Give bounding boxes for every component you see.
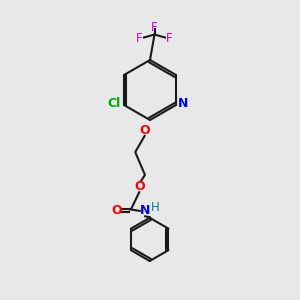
Text: F: F (166, 32, 173, 46)
Text: H: H (151, 201, 160, 214)
Text: F: F (136, 32, 143, 46)
Text: O: O (111, 204, 122, 218)
Text: F: F (151, 21, 158, 34)
Text: N: N (140, 204, 150, 218)
Text: O: O (139, 124, 150, 137)
Text: Cl: Cl (107, 97, 120, 110)
Text: N: N (177, 97, 188, 110)
Text: O: O (134, 180, 145, 194)
